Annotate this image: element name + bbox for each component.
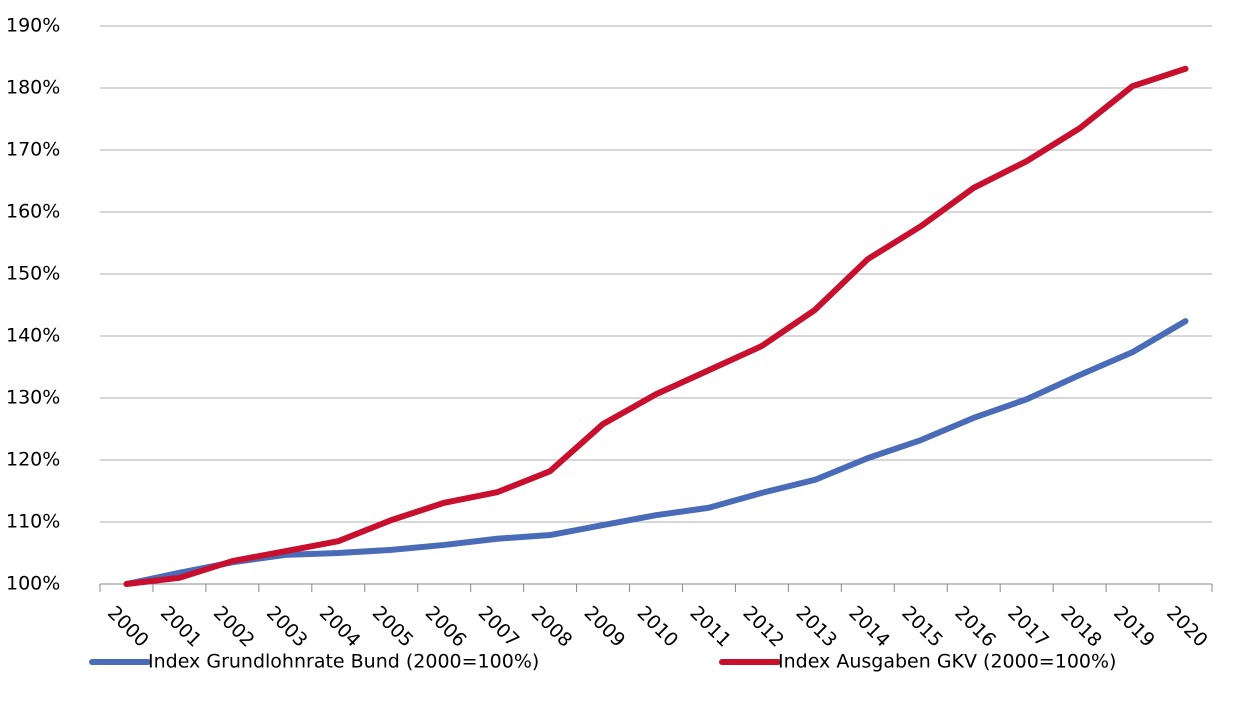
x-tick-label: 2012 [738, 602, 788, 652]
x-tick-label: 2002 [209, 602, 259, 652]
x-tick-label: 2005 [368, 602, 418, 652]
x-tick-label: 2014 [844, 602, 894, 652]
y-tick-label: 140% [6, 325, 60, 347]
x-tick-label: 2006 [421, 602, 471, 652]
y-tick-label: 170% [6, 139, 60, 161]
x-tick-label: 2018 [1056, 602, 1106, 652]
x-tick-label: 2010 [633, 602, 683, 652]
y-tick-label: 100% [6, 573, 60, 595]
x-tick-label: 2019 [1109, 602, 1159, 652]
x-tick-label: 2011 [686, 602, 736, 652]
y-tick-label: 110% [6, 511, 60, 533]
y-tick-label: 150% [6, 263, 60, 285]
y-tick-label: 160% [6, 201, 60, 223]
x-tick-label: 2000 [103, 602, 153, 652]
x-tick-label: 2020 [1162, 602, 1212, 652]
legend-label: Index Ausgaben GKV (2000=100%) [778, 651, 1116, 673]
x-tick-label: 2017 [1003, 602, 1053, 652]
x-tick-label: 2008 [527, 602, 577, 652]
x-tick-label: 2013 [791, 602, 841, 652]
x-tick-label: 2007 [474, 602, 524, 652]
x-tick-label: 2004 [315, 602, 365, 652]
series-line [123, 318, 1189, 587]
y-tick-label: 190% [6, 15, 60, 37]
legend-label: Index Grundlohnrate Bund (2000=100%) [148, 651, 539, 673]
x-tick-label: 2015 [897, 602, 947, 652]
x-tick-label: 2009 [580, 602, 630, 652]
x-tick-label: 2003 [262, 602, 312, 652]
x-tick-label: 2016 [950, 602, 1000, 652]
y-tick-label: 180% [6, 77, 60, 99]
y-tick-label: 120% [6, 449, 60, 471]
y-tick-label: 130% [6, 387, 60, 409]
x-tick-label: 2001 [156, 602, 206, 652]
series-line [123, 65, 1189, 587]
